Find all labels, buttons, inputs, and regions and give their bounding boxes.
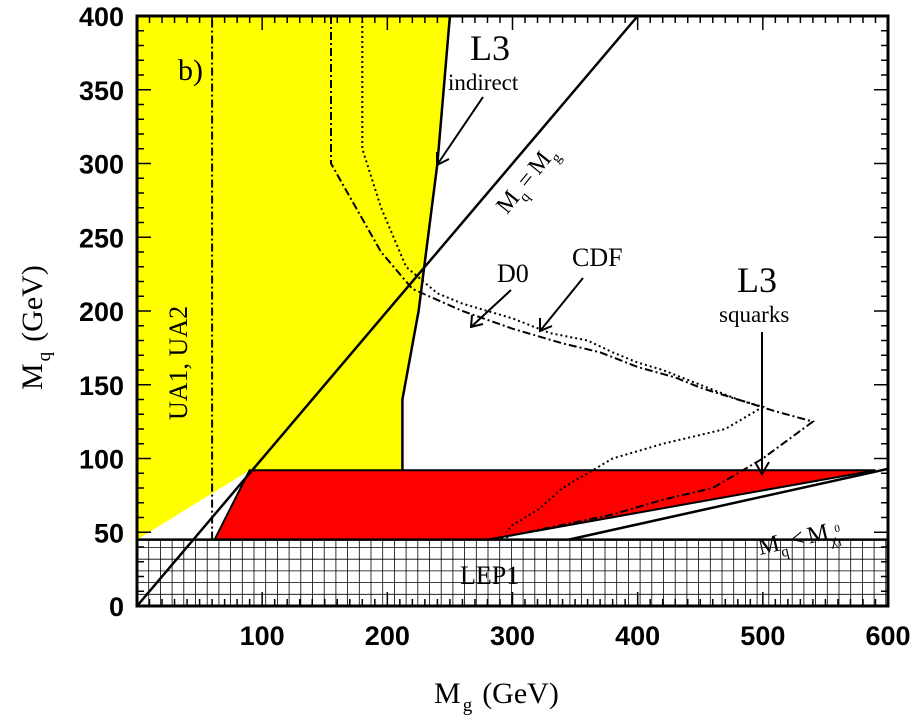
- svg-text:Mq<Mχ01: Mq<Mχ01: [756, 517, 845, 567]
- x-tick-label: 100: [240, 621, 285, 651]
- mq-less-mchi-label: Mq<Mχ01: [756, 517, 845, 567]
- cdf-arrow: [539, 277, 584, 332]
- d0-label: D0: [497, 259, 529, 288]
- ua1-ua2-label: UA1, UA2: [164, 306, 193, 420]
- panel-label: b): [178, 54, 203, 87]
- d0-arrow-head: [469, 314, 484, 329]
- y-tick-label: 300: [79, 150, 124, 180]
- y-tick-label: 250: [79, 223, 124, 253]
- y-tick-label: 400: [79, 2, 124, 32]
- l3-squarks-label: L3: [737, 260, 777, 300]
- x-tick-label: 400: [615, 621, 660, 651]
- svg-text:Mq=Mg: Mq=Mg: [491, 140, 565, 221]
- l3-indirect-arrow: [436, 96, 484, 166]
- x-tick-label: 200: [365, 621, 410, 651]
- plot-area: [137, 16, 888, 606]
- l3-indirect-label: L3: [470, 28, 510, 68]
- mq-less-mchi-line: [568, 467, 888, 541]
- y-tick-label: 50: [94, 518, 124, 548]
- region-lep1: [137, 538, 888, 606]
- d0-arrow: [470, 289, 512, 328]
- y-axis-title: Mq(GeV): [16, 265, 55, 390]
- x-tick-label: 500: [740, 621, 785, 651]
- x-tick-label: 300: [490, 621, 535, 651]
- lep1-label: LEP1: [460, 561, 519, 590]
- region-l3-indirect: [137, 16, 450, 540]
- l3-indirect-sublabel: indirect: [448, 70, 519, 95]
- mq-equals-mg-line: [137, 16, 639, 606]
- y-tick-label: 150: [79, 371, 124, 401]
- y-tick-label: 0: [109, 592, 124, 622]
- l3-indirect-arrow-head: [436, 152, 450, 167]
- y-tick-label: 350: [79, 76, 124, 106]
- cdf-label: CDF: [572, 243, 623, 272]
- x-tick-label: 600: [865, 621, 910, 651]
- l3-squarks-arrow-head: [754, 461, 770, 476]
- l3-indirect-boundary: [401, 16, 452, 471]
- y-tick-label: 100: [79, 445, 124, 475]
- y-tick-label: 200: [79, 297, 124, 327]
- l3-squarks-sublabel: squarks: [719, 302, 789, 327]
- mq-equals-mg-label: Mq=Mg: [491, 140, 565, 221]
- cdf-arrow-head: [539, 318, 553, 333]
- axis-ticks: 100 200 300 400 500 600 0 50 100 150 200 250 300 350 4…: [79, 2, 911, 651]
